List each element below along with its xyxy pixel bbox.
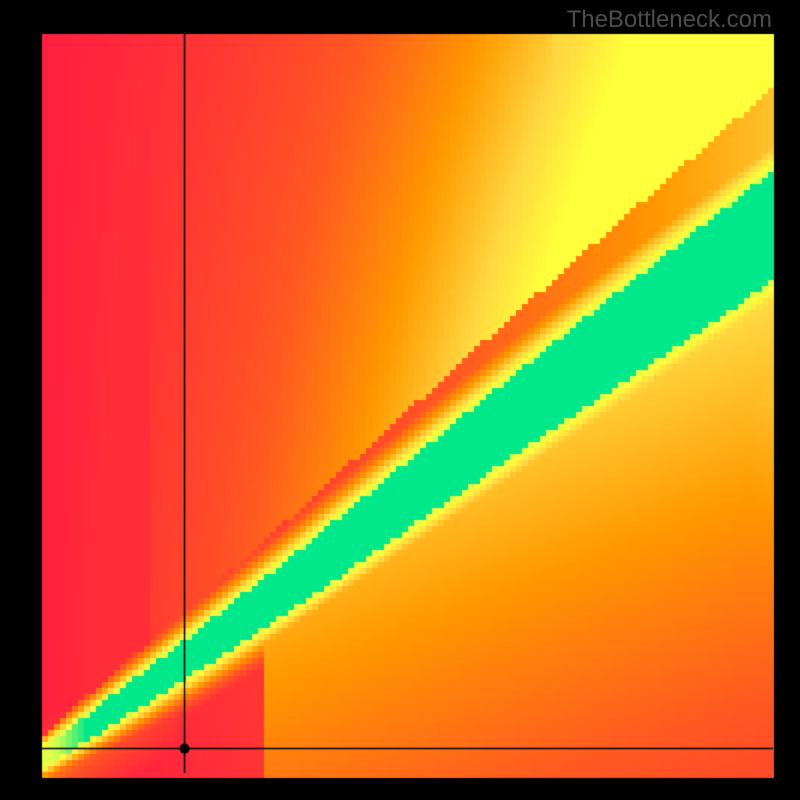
watermark-text: TheBottleneck.com	[567, 6, 772, 34]
chart-container: TheBottleneck.com	[0, 0, 800, 800]
heatmap-canvas	[0, 0, 800, 800]
